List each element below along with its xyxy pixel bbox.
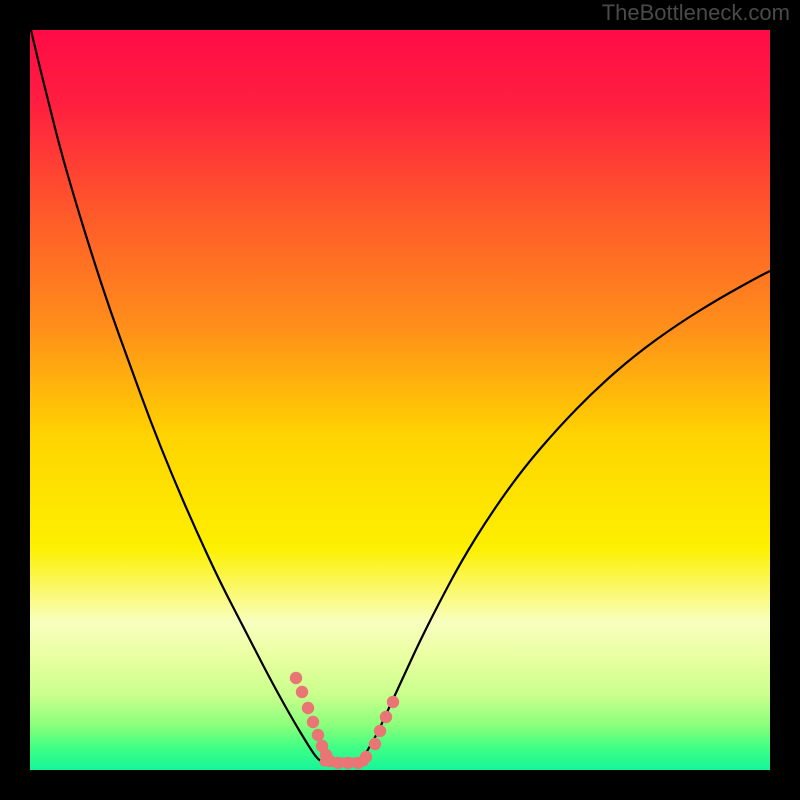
bottleneck-chart-svg — [0, 0, 800, 800]
data-marker — [387, 696, 399, 708]
data-marker — [290, 672, 302, 684]
data-marker — [312, 729, 324, 741]
data-marker — [369, 738, 381, 750]
data-marker — [360, 751, 372, 763]
chart-frame: TheBottleneck.com — [0, 0, 800, 800]
data-marker — [380, 711, 392, 723]
data-marker — [307, 716, 319, 728]
data-marker — [302, 702, 314, 714]
data-marker — [374, 725, 386, 737]
plot-area-background — [30, 30, 770, 770]
data-marker — [296, 686, 308, 698]
